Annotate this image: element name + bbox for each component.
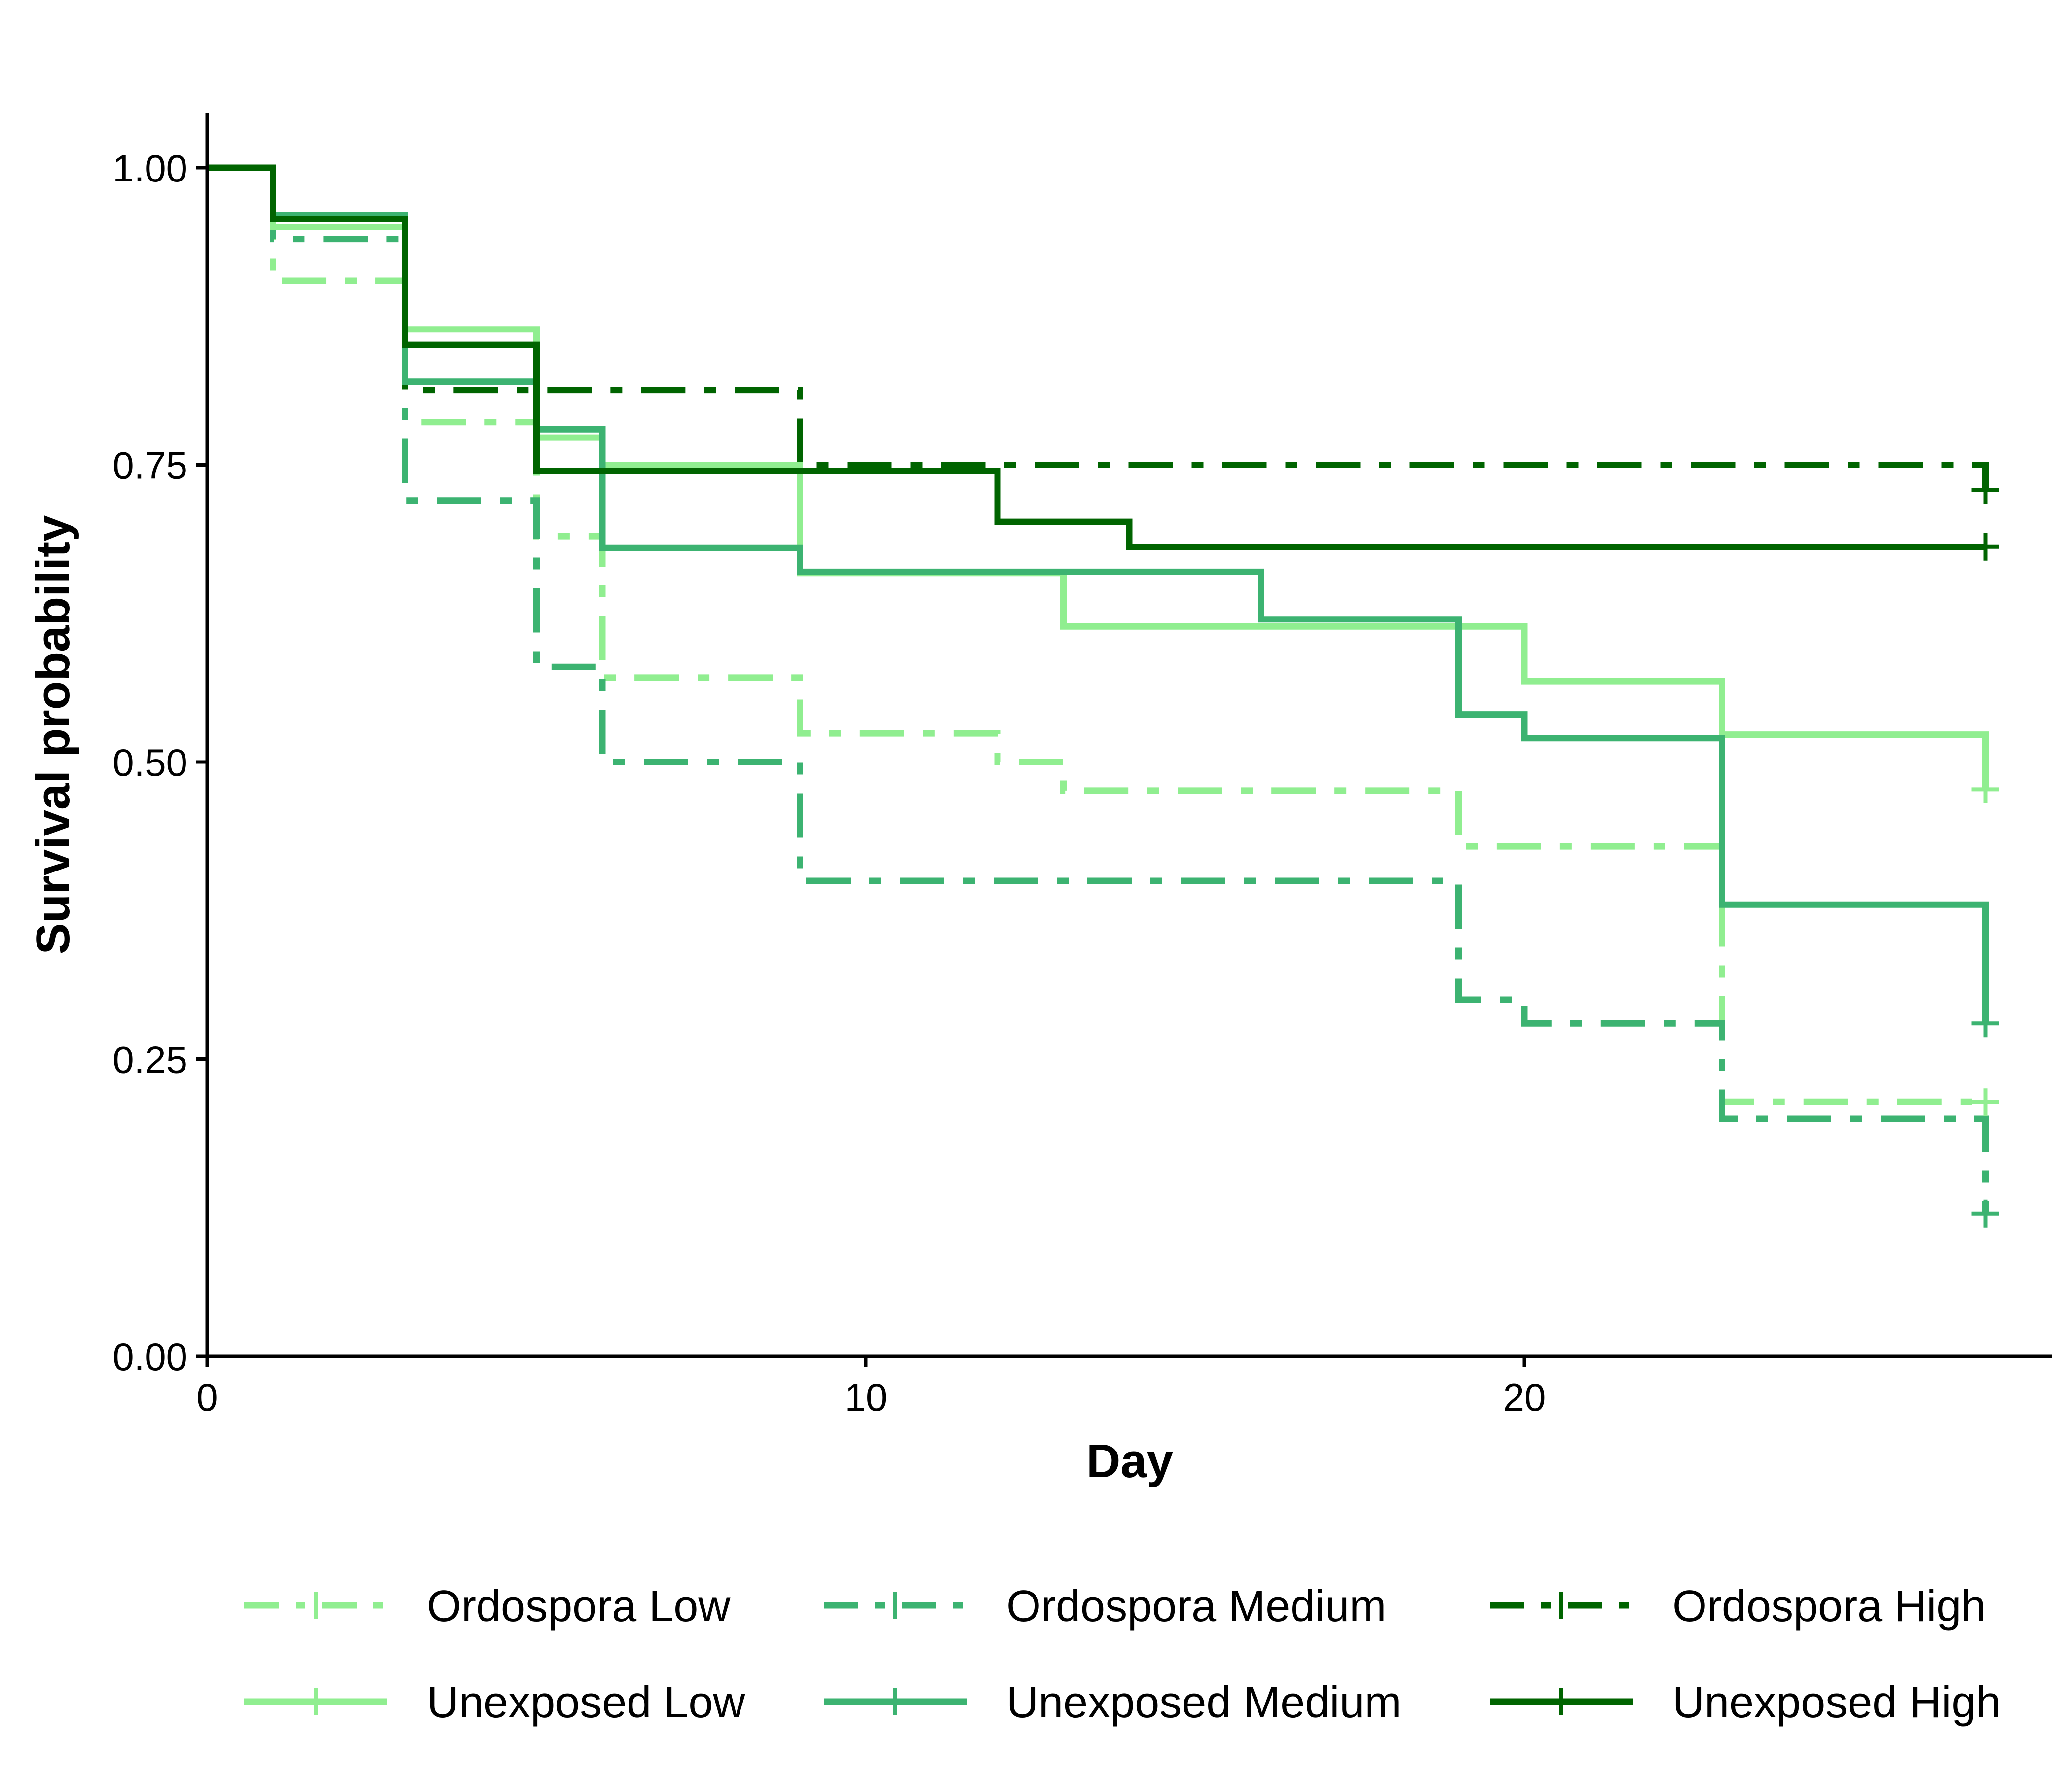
- legend-label: Ordospora Low: [427, 1582, 731, 1631]
- censor-mark: [1971, 775, 1999, 803]
- series-line-unexposed-low: [207, 164, 1989, 790]
- x-tick-label: 0: [196, 1376, 218, 1419]
- y-tick-label: 0.00: [112, 1335, 187, 1379]
- series-line-ordospora-low: [207, 164, 1986, 1105]
- legend-item: Ordospora Medium: [824, 1582, 1386, 1631]
- censor-marks: [1971, 476, 1999, 1228]
- legend-label: Ordospora High: [1672, 1582, 1986, 1631]
- censor-mark: [1971, 1010, 1999, 1038]
- legend-item: Unexposed Low: [244, 1678, 745, 1727]
- y-tick-label: 0.75: [112, 444, 187, 487]
- x-axis-title: Day: [1086, 1435, 1173, 1488]
- y-axis-ticks: 0.00 0.25 0.50 0.75 1.00: [112, 146, 207, 1379]
- series-line-unexposed-medium: [207, 164, 1989, 1024]
- censor-mark: [1971, 1199, 1999, 1228]
- survival-curves: [207, 164, 1989, 1214]
- legend-item: Unexposed High: [1490, 1678, 2000, 1727]
- legend-item: Ordospora Low: [244, 1582, 731, 1631]
- legend: Ordospora Low Ordospora Medium Ordospora H…: [244, 1582, 2000, 1727]
- y-axis-title: Survival probability: [27, 515, 79, 955]
- legend-label: Ordospora Medium: [1006, 1582, 1386, 1631]
- legend-item: Ordospora High: [1490, 1582, 1986, 1631]
- axes: [205, 113, 2052, 1358]
- legend-label: Unexposed Medium: [1006, 1678, 1401, 1727]
- x-tick-label: 20: [1503, 1376, 1546, 1419]
- censor-mark: [1971, 476, 1999, 504]
- series-line-ordospora-medium: [207, 164, 1989, 1214]
- x-tick-label: 10: [845, 1376, 888, 1419]
- y-tick-label: 0.50: [112, 741, 187, 784]
- legend-item: Unexposed Medium: [824, 1678, 1401, 1727]
- x-axis-ticks: 0 10 20: [196, 1356, 1546, 1419]
- series-line-unexposed-high: [207, 164, 1986, 550]
- legend-label: Unexposed Low: [427, 1678, 745, 1727]
- y-tick-label: 0.25: [112, 1038, 187, 1082]
- censor-mark: [1971, 1088, 1999, 1116]
- legend-label: Unexposed High: [1672, 1678, 2000, 1727]
- y-tick-label: 1.00: [112, 146, 187, 190]
- censor-mark: [1971, 533, 1999, 561]
